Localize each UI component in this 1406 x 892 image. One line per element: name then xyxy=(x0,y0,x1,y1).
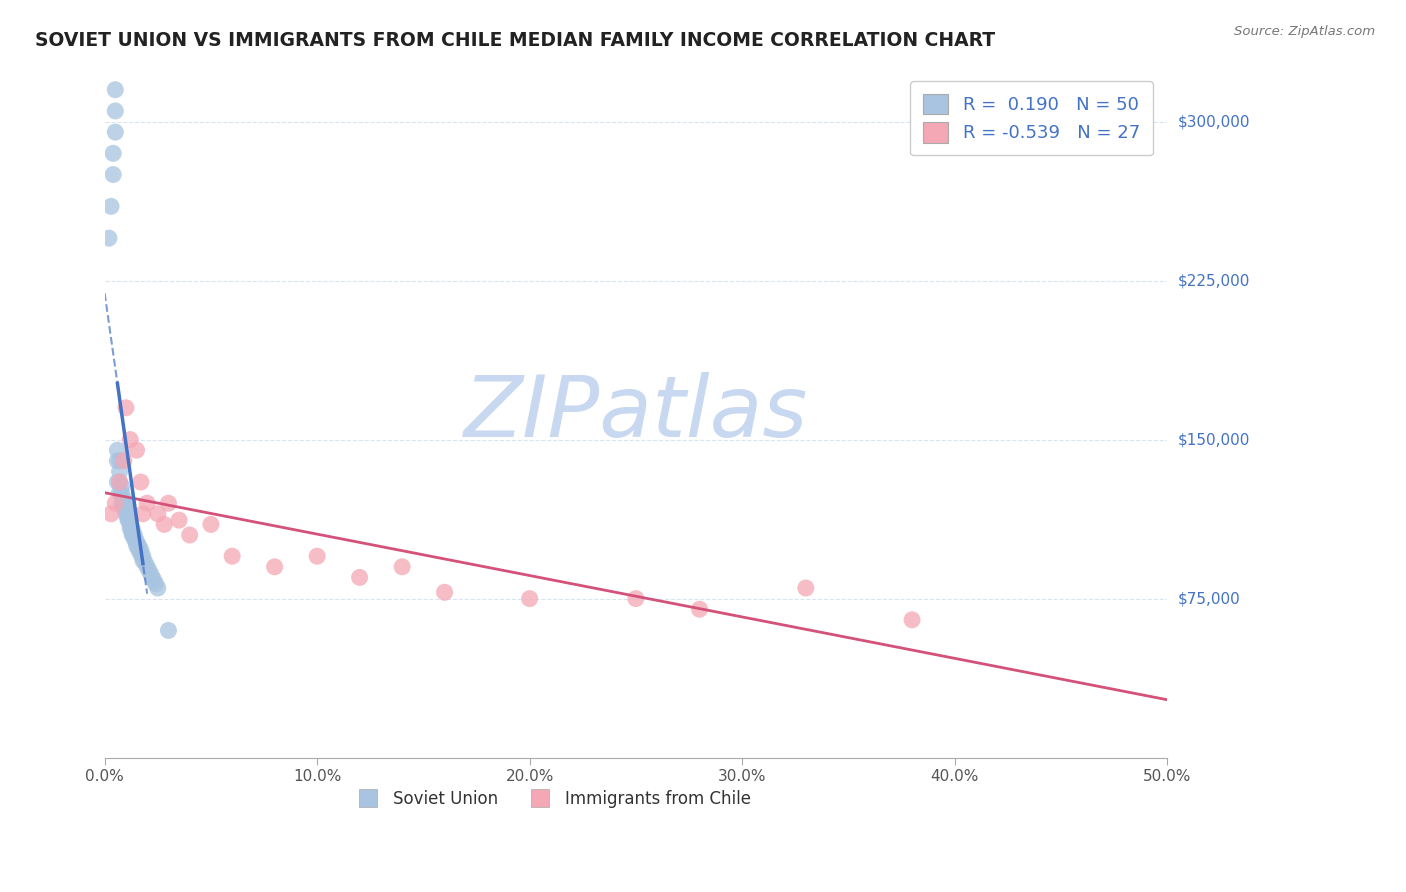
Point xyxy=(112,491,135,506)
Point xyxy=(108,454,131,468)
Text: $300,000: $300,000 xyxy=(1178,114,1250,129)
Point xyxy=(138,564,160,578)
Point xyxy=(120,433,142,447)
Point xyxy=(179,528,201,542)
Point xyxy=(115,507,138,521)
Point xyxy=(132,507,155,521)
Point xyxy=(100,507,122,521)
Point xyxy=(221,549,243,564)
Point xyxy=(107,443,129,458)
Point xyxy=(120,513,142,527)
Point xyxy=(124,533,146,547)
Point xyxy=(111,496,134,510)
Point xyxy=(624,591,647,606)
Point xyxy=(391,559,413,574)
Point xyxy=(107,475,129,489)
Point xyxy=(157,496,180,510)
Point xyxy=(433,585,456,599)
Point xyxy=(125,539,148,553)
Point xyxy=(200,517,222,532)
Point xyxy=(794,581,817,595)
Point xyxy=(146,581,169,595)
Point xyxy=(145,576,167,591)
Point xyxy=(111,479,134,493)
Point xyxy=(128,542,150,557)
Point xyxy=(349,570,371,584)
Point xyxy=(108,475,131,489)
Point xyxy=(112,454,135,468)
Point xyxy=(97,231,120,245)
Point xyxy=(117,513,139,527)
Point xyxy=(132,553,155,567)
Point xyxy=(100,199,122,213)
Text: Source: ZipAtlas.com: Source: ZipAtlas.com xyxy=(1234,25,1375,38)
Point xyxy=(129,475,152,489)
Point xyxy=(115,502,138,516)
Point xyxy=(104,125,127,139)
Point xyxy=(132,549,155,564)
Point xyxy=(124,528,146,542)
Point xyxy=(129,547,152,561)
Point xyxy=(101,146,124,161)
Point xyxy=(128,539,150,553)
Point xyxy=(101,168,124,182)
Point xyxy=(108,475,131,489)
Point xyxy=(901,613,924,627)
Text: $225,000: $225,000 xyxy=(1178,273,1250,288)
Point xyxy=(117,507,139,521)
Legend: Soviet Union, Immigrants from Chile: Soviet Union, Immigrants from Chile xyxy=(344,783,758,814)
Point xyxy=(112,500,135,515)
Point xyxy=(104,103,127,118)
Point xyxy=(120,517,142,532)
Point xyxy=(115,401,138,415)
Point xyxy=(121,522,143,536)
Point xyxy=(134,556,156,570)
Point xyxy=(307,549,329,564)
Point xyxy=(519,591,541,606)
Text: ZIPatlas: ZIPatlas xyxy=(464,372,808,455)
Point xyxy=(120,522,142,536)
Point xyxy=(136,496,159,510)
Point xyxy=(107,454,129,468)
Point xyxy=(104,496,127,510)
Point xyxy=(125,534,148,549)
Point xyxy=(146,507,169,521)
Point xyxy=(125,443,148,458)
Point xyxy=(121,525,143,540)
Point xyxy=(108,485,131,500)
Point xyxy=(141,568,163,582)
Point xyxy=(104,83,127,97)
Point xyxy=(115,499,138,513)
Point xyxy=(117,511,139,525)
Point xyxy=(157,624,180,638)
Point xyxy=(112,496,135,510)
Text: SOVIET UNION VS IMMIGRANTS FROM CHILE MEDIAN FAMILY INCOME CORRELATION CHART: SOVIET UNION VS IMMIGRANTS FROM CHILE ME… xyxy=(35,31,995,50)
Point xyxy=(689,602,711,616)
Point xyxy=(111,485,134,500)
Point xyxy=(153,517,176,532)
Point xyxy=(129,542,152,557)
Text: $150,000: $150,000 xyxy=(1178,432,1250,447)
Point xyxy=(167,513,190,527)
Point xyxy=(121,528,143,542)
Point xyxy=(263,559,285,574)
Point xyxy=(108,464,131,478)
Point xyxy=(136,559,159,574)
Text: $75,000: $75,000 xyxy=(1178,591,1240,607)
Point xyxy=(142,573,165,587)
